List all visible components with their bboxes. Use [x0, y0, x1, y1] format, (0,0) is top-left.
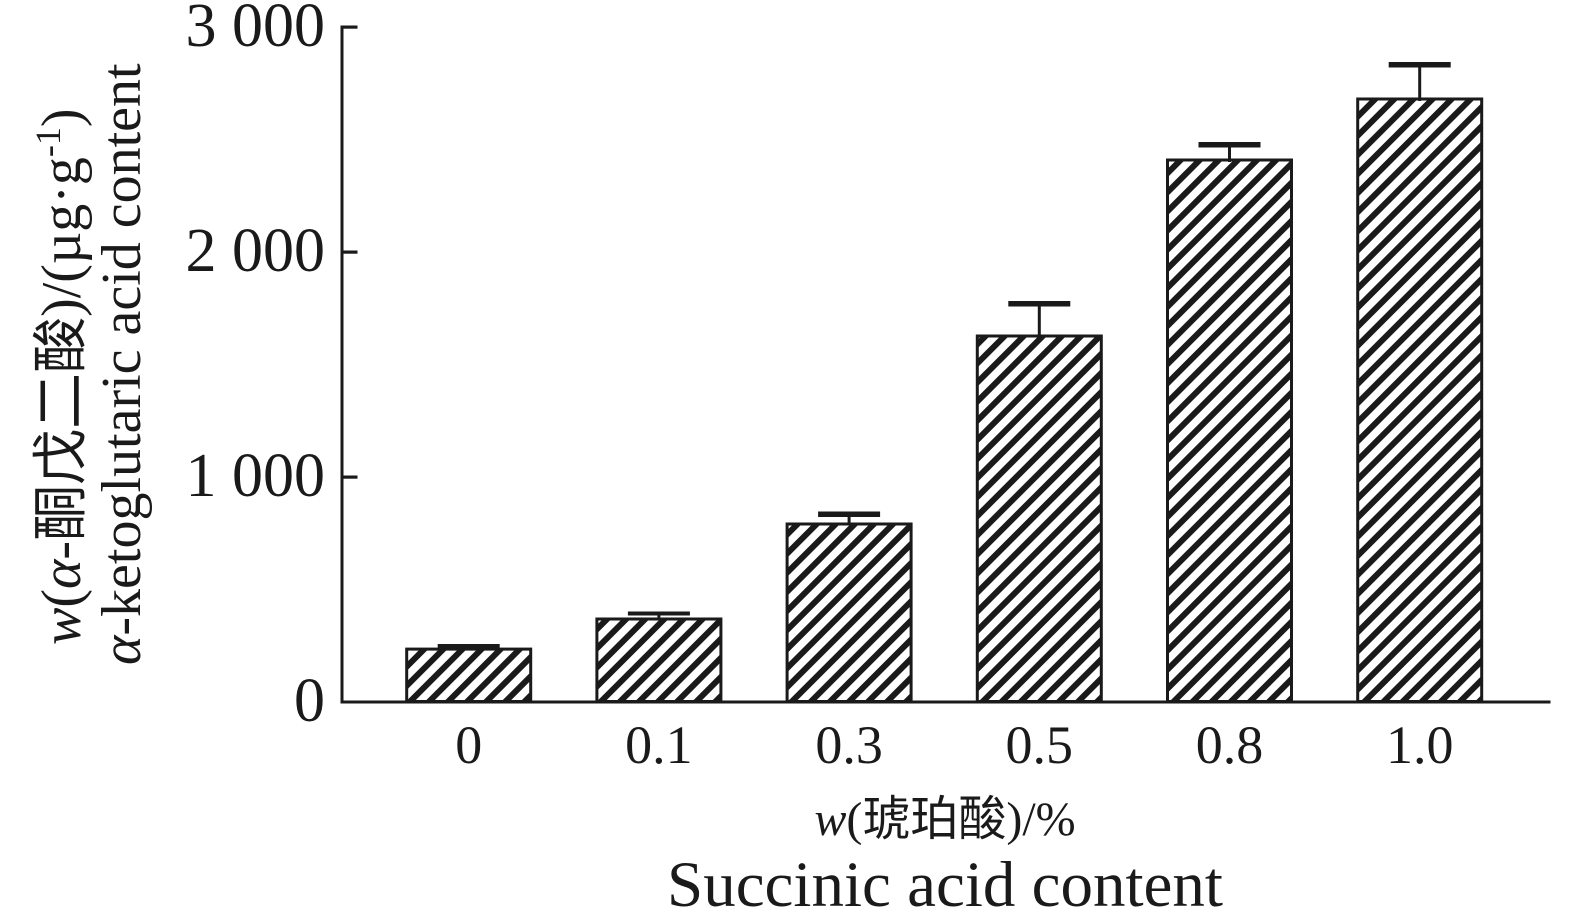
svg-text:w(α-酮戊二酸)/(µg·g-1): w(α-酮戊二酸)/(µg·g-1) — [28, 109, 93, 646]
svg-text:1.0: 1.0 — [1386, 715, 1454, 775]
svg-text:Succinic acid content: Succinic acid content — [667, 849, 1223, 918]
svg-text:α-ketoglutaric acid content: α-ketoglutaric acid content — [91, 63, 153, 665]
svg-text:2 000: 2 000 — [186, 217, 326, 285]
svg-text:0.5: 0.5 — [1006, 715, 1074, 775]
svg-text:0.1: 0.1 — [625, 715, 693, 775]
svg-text:w(琥珀酸)/%: w(琥珀酸)/% — [814, 793, 1075, 846]
svg-text:0: 0 — [294, 667, 325, 735]
svg-text:0.3: 0.3 — [815, 715, 883, 775]
svg-text:0.8: 0.8 — [1196, 715, 1264, 775]
svg-text:1 000: 1 000 — [186, 442, 326, 510]
svg-text:3 000: 3 000 — [186, 0, 326, 60]
svg-text:0: 0 — [455, 715, 482, 775]
